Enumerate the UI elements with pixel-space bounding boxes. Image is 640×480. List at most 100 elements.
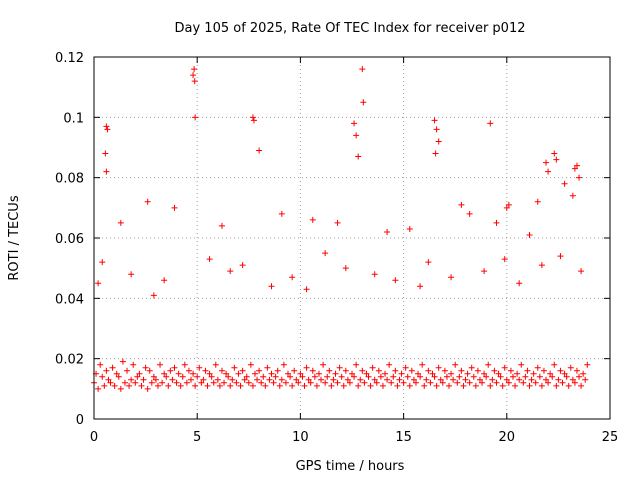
data-point (392, 367, 399, 374)
data-point (303, 364, 310, 371)
data-point (307, 379, 314, 386)
data-point (268, 370, 275, 377)
data-point (338, 373, 345, 380)
data-point (295, 379, 302, 386)
data-point (210, 379, 217, 386)
data-point (99, 373, 106, 380)
data-point (289, 274, 296, 281)
data-point (514, 370, 521, 377)
data-point (198, 379, 205, 386)
data-point (191, 66, 198, 73)
x-tick-label: 5 (193, 430, 201, 445)
data-point (163, 373, 170, 380)
data-point (483, 373, 490, 380)
data-point (394, 382, 401, 389)
data-point (301, 382, 308, 389)
data-point (487, 120, 494, 127)
data-point (134, 373, 141, 380)
data-point (117, 219, 124, 226)
data-point (400, 379, 407, 386)
data-point (534, 198, 541, 205)
data-point (117, 385, 124, 392)
data-point (107, 379, 114, 386)
data-point (95, 280, 102, 287)
data-point (501, 256, 508, 263)
data-point (481, 370, 488, 377)
data-point (138, 382, 145, 389)
data-point (320, 361, 327, 368)
data-point (142, 364, 149, 371)
data-point (334, 219, 341, 226)
data-point (431, 373, 438, 380)
data-point (326, 367, 333, 374)
data-point (115, 373, 122, 380)
data-point (499, 382, 506, 389)
plot-frame (93, 56, 611, 420)
data-point (371, 376, 378, 383)
data-point (200, 376, 207, 383)
data-point (419, 361, 426, 368)
data-point (489, 376, 496, 383)
data-point (543, 376, 550, 383)
data-point (495, 370, 502, 377)
data-point (167, 367, 174, 374)
data-point (293, 376, 300, 383)
data-point (429, 370, 436, 377)
data-point (479, 379, 486, 386)
data-point (522, 373, 529, 380)
data-point (408, 367, 415, 374)
data-point (503, 376, 510, 383)
data-point (150, 292, 157, 299)
data-point (221, 379, 228, 386)
data-point (322, 250, 329, 257)
data-point (359, 66, 366, 73)
data-point (415, 370, 422, 377)
data-point (146, 367, 153, 374)
data-point (251, 370, 258, 377)
data-point (534, 364, 541, 371)
data-point (185, 367, 192, 374)
data-point (454, 379, 461, 386)
data-point (421, 382, 428, 389)
data-point (113, 370, 120, 377)
data-point (355, 153, 362, 160)
data-point (243, 373, 250, 380)
grid (94, 57, 610, 419)
data-point (346, 379, 353, 386)
data-point (119, 358, 126, 365)
data-point (458, 367, 465, 374)
data-point (573, 367, 580, 374)
data-point (582, 376, 589, 383)
data-point (578, 268, 585, 275)
data-point (190, 72, 197, 79)
data-point (231, 364, 238, 371)
data-point (140, 376, 147, 383)
data-point (233, 379, 240, 386)
data-point (524, 367, 531, 374)
data-point (274, 367, 281, 374)
data-point (448, 274, 455, 281)
data-point (448, 370, 455, 377)
data-point (280, 361, 287, 368)
data-point (196, 364, 203, 371)
data-point (192, 382, 199, 389)
data-point (322, 379, 329, 386)
data-point (493, 219, 500, 226)
data-point (349, 370, 355, 377)
y-tick-label: 0.1 (63, 111, 84, 126)
data-point (553, 156, 560, 163)
data-point (553, 382, 560, 389)
data-point (102, 150, 109, 157)
data-point (373, 379, 380, 386)
data-point (353, 132, 360, 139)
data-point (150, 373, 157, 380)
data-point (218, 222, 225, 229)
data-point (351, 120, 358, 127)
data-point (501, 364, 508, 371)
data-point (95, 385, 102, 392)
data-point (406, 382, 413, 389)
data-point (216, 382, 223, 389)
data-point (235, 370, 242, 377)
data-point (177, 382, 184, 389)
data-point (464, 370, 471, 377)
